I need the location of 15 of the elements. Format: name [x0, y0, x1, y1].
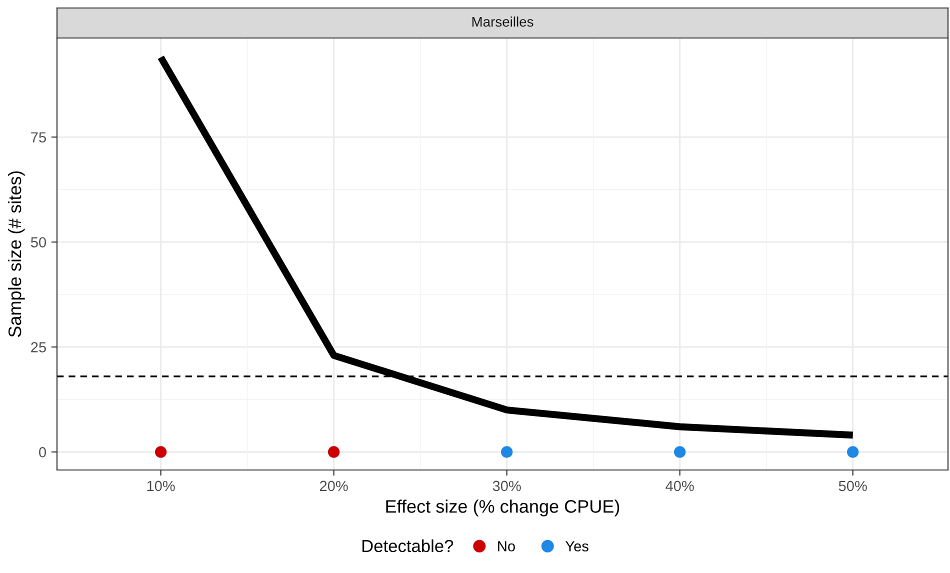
- y-tick-label: 75: [31, 132, 46, 143]
- x-tick-label: 10%: [147, 480, 175, 492]
- legend-title: Detectable?: [362, 539, 454, 552]
- y-axis-title: Sample size (# sites): [8, 171, 25, 337]
- x-tick-label: 30%: [492, 480, 521, 492]
- legend-label: No: [498, 541, 515, 552]
- x-tick-label: 20%: [320, 480, 348, 492]
- y-tick-label: 50: [30, 237, 46, 248]
- y-tick-label: 25: [31, 342, 46, 352]
- x-tick-label: 40%: [666, 480, 694, 492]
- legend-label: Yes: [565, 541, 588, 552]
- x-tick-label: 50%: [838, 480, 867, 492]
- chart-title: Marseilles: [472, 16, 534, 27]
- x-axis-title: Effect size (% change CPUE): [386, 500, 620, 516]
- y-tick-label: 0: [39, 447, 46, 458]
